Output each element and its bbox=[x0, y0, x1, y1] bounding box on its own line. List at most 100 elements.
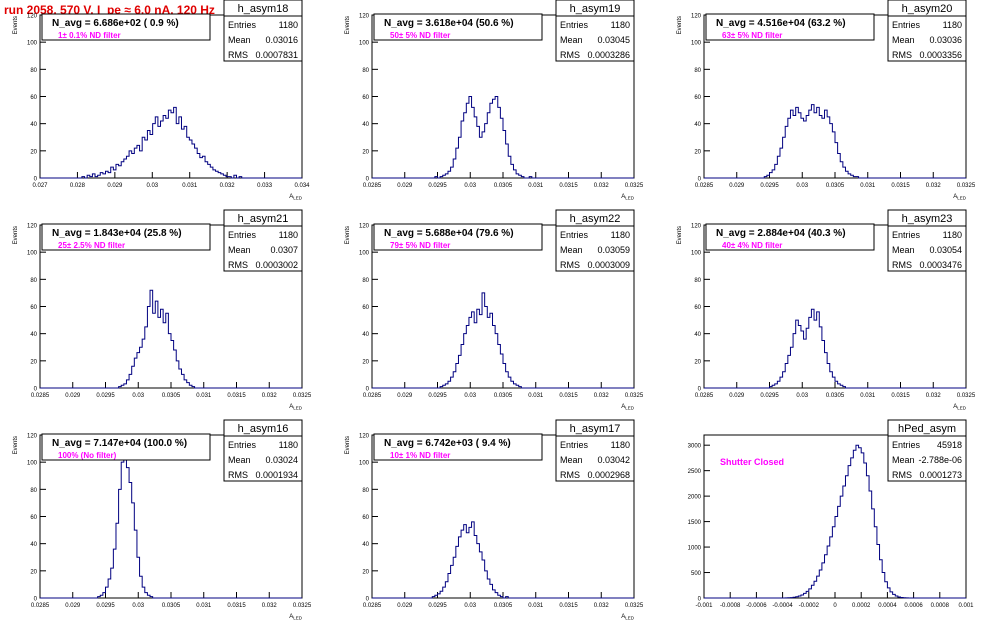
x-axis-label: ALED bbox=[289, 614, 303, 621]
y-tick-label: 1500 bbox=[688, 520, 702, 526]
stat-value: 0.0007831 bbox=[255, 50, 298, 60]
histogram-panel: 0 20 40 60 80 100 120 0.0285 0.029 0.0295 0.03 0.03… bbox=[345, 419, 644, 621]
x-tick-label: 0.03 bbox=[132, 393, 144, 399]
stats-box bbox=[887, 419, 967, 482]
x-tick-label: 0.031 bbox=[528, 183, 544, 189]
x-tick-label: 0.0285 bbox=[363, 603, 382, 609]
stat-label: RMS bbox=[892, 470, 912, 480]
stat-value: 1180 bbox=[943, 20, 962, 30]
y-tick-label: 0 bbox=[366, 387, 370, 393]
stat-label: Entries bbox=[892, 230, 921, 240]
navg-box bbox=[41, 223, 211, 251]
stat-label: Mean bbox=[228, 35, 251, 45]
y-tick-label: 120 bbox=[359, 434, 370, 440]
stat-value: 1180 bbox=[611, 440, 630, 450]
navg-label: N_avg = 1.843e+04 (25.8 %) bbox=[52, 228, 182, 239]
filter-note: 50± 5% ND filter bbox=[390, 31, 450, 40]
y-tick-label: 40 bbox=[362, 122, 369, 128]
stat-value: 0.0003356 bbox=[919, 50, 962, 60]
x-tick-label: 0.0325 bbox=[625, 183, 644, 189]
stat-value: 1180 bbox=[943, 230, 962, 240]
histogram-line bbox=[704, 444, 966, 599]
y-tick-label: 500 bbox=[691, 571, 702, 577]
histogram-name: h_asym18 bbox=[238, 3, 289, 15]
y-tick-label: 40 bbox=[30, 122, 37, 128]
stat-label: Mean bbox=[560, 455, 583, 465]
x-tick-label: 0.001 bbox=[958, 603, 974, 609]
x-tick-label: 0.0315 bbox=[891, 393, 910, 399]
x-tick-label: 0.0295 bbox=[428, 603, 447, 609]
y-tick-label: 120 bbox=[27, 14, 38, 20]
x-tick-label: 0.0315 bbox=[227, 393, 246, 399]
stats-box bbox=[555, 209, 635, 272]
stat-label: RMS bbox=[228, 50, 248, 60]
y-tick-label: 20 bbox=[362, 569, 369, 575]
y-tick-label: 20 bbox=[694, 149, 701, 155]
filter-note: 63± 5% ND filter bbox=[722, 31, 782, 40]
stat-label: Entries bbox=[228, 230, 257, 240]
stat-label: Entries bbox=[560, 20, 589, 30]
filter-note: 1± 0.1% ND filter bbox=[58, 31, 121, 40]
x-tick-label: 0.0315 bbox=[227, 603, 246, 609]
stat-value: 1180 bbox=[611, 230, 630, 240]
y-tick-label: 40 bbox=[694, 332, 701, 338]
x-axis-label: ALED bbox=[621, 404, 635, 411]
navg-box bbox=[373, 13, 543, 41]
y-tick-label: 40 bbox=[30, 332, 37, 338]
filter-note: 10± 1% ND filter bbox=[390, 451, 450, 460]
y-tick-label: 1000 bbox=[688, 546, 702, 552]
stats-box bbox=[223, 209, 303, 272]
y-axis-label: Events bbox=[13, 16, 19, 34]
x-tick-label: 0.0325 bbox=[625, 603, 644, 609]
y-tick-label: 80 bbox=[30, 68, 37, 74]
stat-value: 0.0307 bbox=[270, 245, 298, 255]
stat-label: Mean bbox=[560, 245, 583, 255]
histogram-panel: 0 20 40 60 80 100 120 0.0285 0.029 0.0295 0.03 0.03… bbox=[13, 419, 312, 621]
stat-label: Entries bbox=[228, 440, 257, 450]
x-axis-label: ALED bbox=[289, 194, 303, 201]
x-tick-label: 0.0315 bbox=[559, 603, 578, 609]
x-tick-label: 0.0285 bbox=[363, 183, 382, 189]
histogram-panel: 0 20 40 60 80 100 120 0.0285 0.029 0.0295 0.03 0.03… bbox=[677, 209, 976, 411]
stat-label: Entries bbox=[560, 440, 589, 450]
y-axis-label: Events bbox=[13, 226, 19, 244]
histogram-name: hPed_asym bbox=[898, 423, 956, 435]
filter-note: 79± 5% ND filter bbox=[390, 241, 450, 250]
stat-label: Mean bbox=[228, 455, 251, 465]
stats-box bbox=[555, 0, 635, 62]
x-tick-label: 0.031 bbox=[860, 183, 876, 189]
navg-box bbox=[373, 433, 543, 461]
y-tick-label: 100 bbox=[359, 461, 370, 467]
y-tick-label: 120 bbox=[27, 434, 38, 440]
x-tick-label: 0.03 bbox=[796, 183, 808, 189]
y-tick-label: 60 bbox=[362, 515, 369, 521]
x-tick-label: 0.032 bbox=[262, 393, 278, 399]
histogram-name: h_asym22 bbox=[570, 213, 621, 225]
x-tick-label: 0.0285 bbox=[695, 183, 714, 189]
x-tick-label: 0.0295 bbox=[428, 183, 447, 189]
navg-label: N_avg = 3.618e+04 (50.6 %) bbox=[384, 18, 514, 29]
histogram-name: h_asym17 bbox=[570, 423, 621, 435]
x-tick-label: 0.0295 bbox=[428, 393, 447, 399]
y-tick-label: 100 bbox=[691, 251, 702, 257]
y-tick-label: 120 bbox=[691, 14, 702, 20]
y-tick-label: 0 bbox=[698, 387, 702, 393]
x-tick-label: 0.0325 bbox=[957, 393, 976, 399]
stat-value: 0.03024 bbox=[265, 455, 298, 465]
y-tick-label: 0 bbox=[698, 597, 702, 603]
x-tick-label: 0.032 bbox=[594, 393, 610, 399]
y-tick-label: 80 bbox=[30, 278, 37, 284]
filter-note: 100% (No filter) bbox=[58, 451, 117, 460]
stat-value: 0.03036 bbox=[929, 35, 962, 45]
navg-label: N_avg = 6.686e+02 ( 0.9 %) bbox=[52, 18, 179, 29]
x-tick-label: 0.031 bbox=[196, 603, 212, 609]
x-tick-label: 0.0295 bbox=[760, 393, 779, 399]
stat-value: 0.0002968 bbox=[587, 470, 630, 480]
x-tick-label: 0.0285 bbox=[363, 393, 382, 399]
histogram-line bbox=[372, 521, 634, 599]
stat-value: 1180 bbox=[279, 20, 298, 30]
x-tick-label: -0.0008 bbox=[720, 603, 741, 609]
stat-label: Entries bbox=[892, 20, 921, 30]
x-tick-label: -0.0006 bbox=[746, 603, 767, 609]
histogram-panel: 0 20 40 60 80 100 120 0.0285 0.029 0.0295 0.03 0.03… bbox=[677, 0, 976, 201]
